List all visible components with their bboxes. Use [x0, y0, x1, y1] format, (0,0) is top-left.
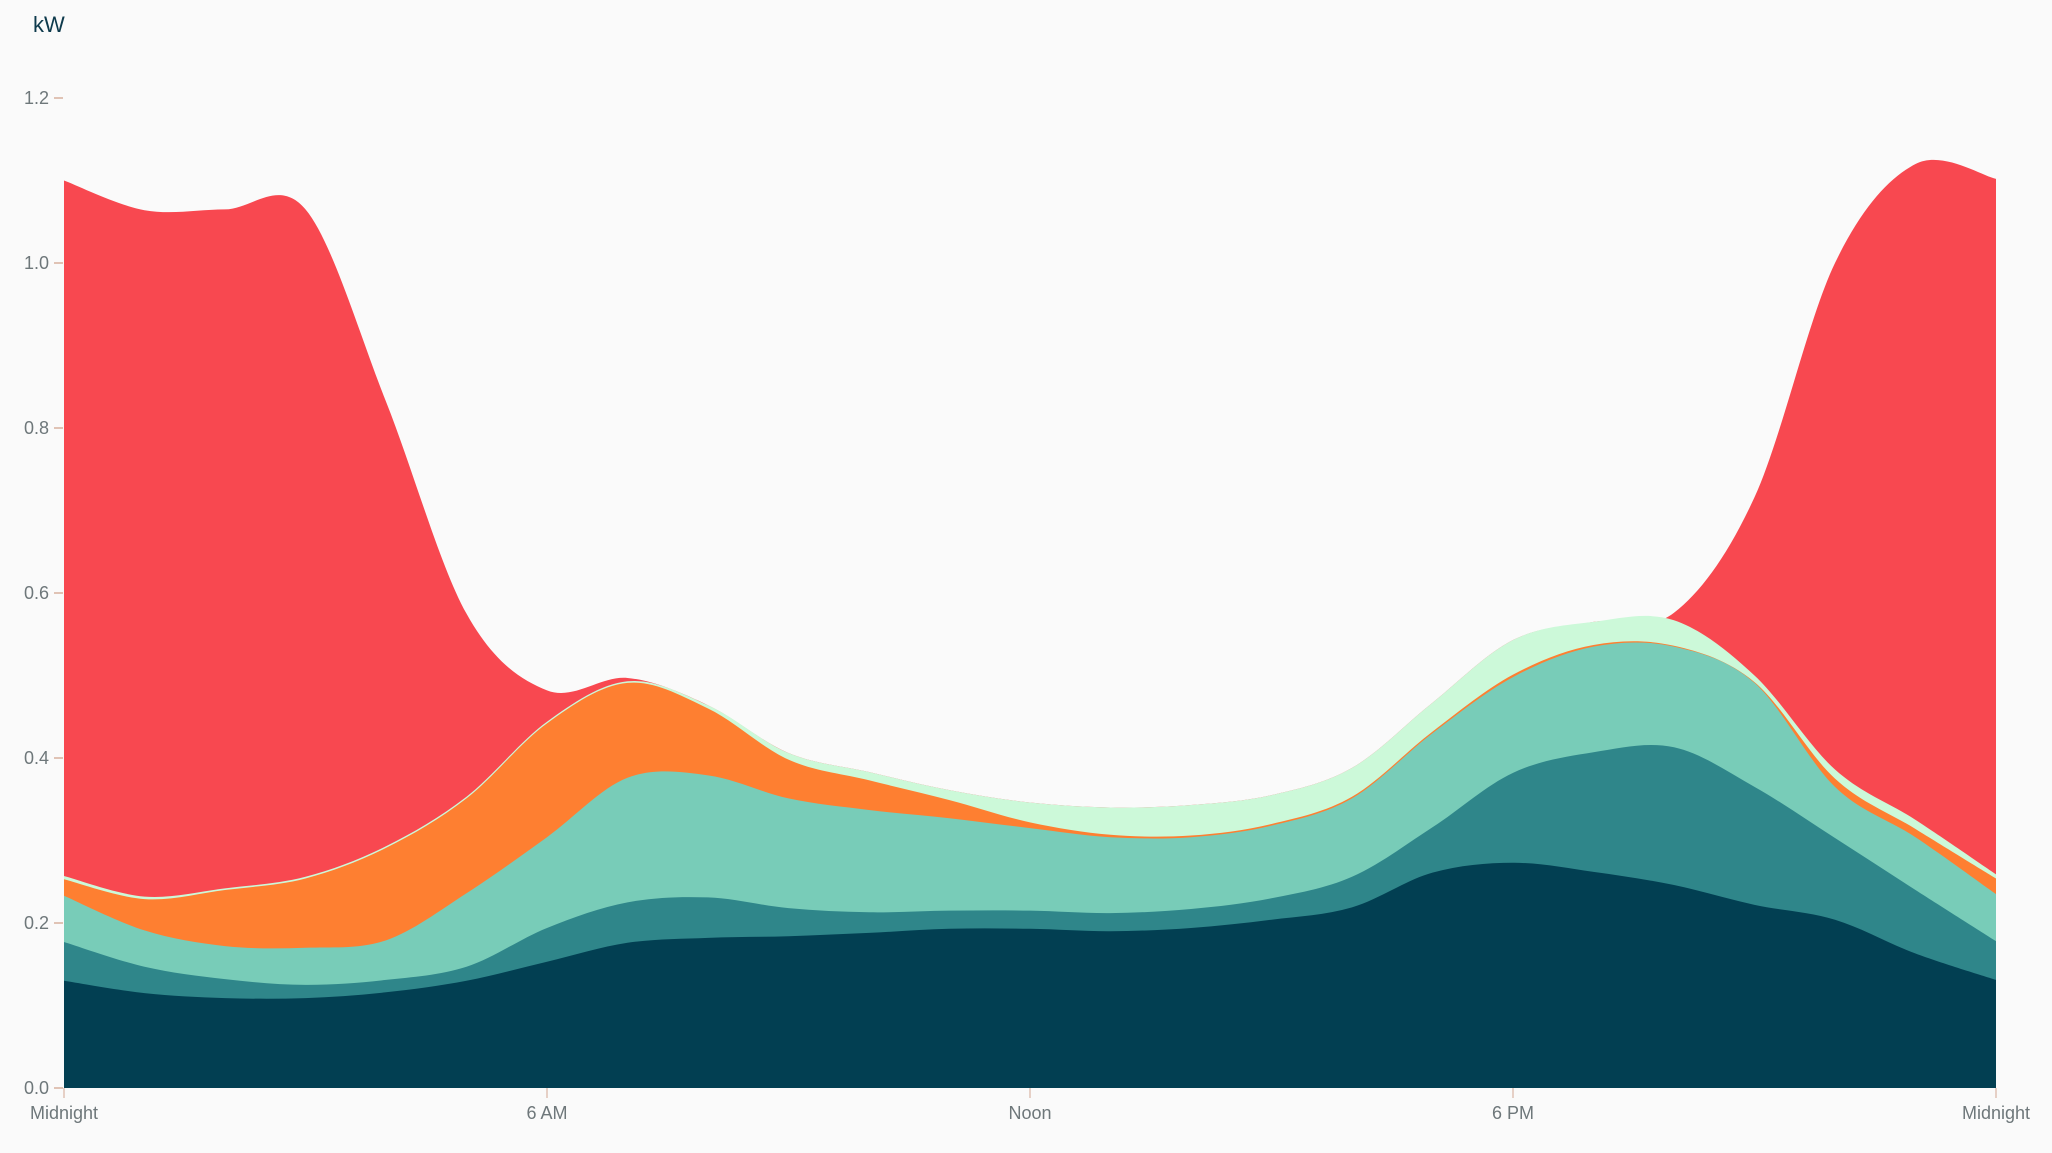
- y-tick-label: 0.4: [24, 748, 49, 768]
- y-tick-label: 0.2: [24, 913, 49, 933]
- y-tick-label: 1.0: [24, 253, 49, 273]
- area-layers: [64, 159, 1996, 1089]
- x-tick-label: Midnight: [1962, 1103, 2030, 1123]
- y-tick-label: 0.0: [24, 1078, 49, 1098]
- x-tick-label: 6 AM: [526, 1103, 567, 1123]
- y-axis: 0.0 0.2 0.4 0.6 0.8 1.0 1.2: [24, 88, 63, 1098]
- y-axis-unit-label: kW: [33, 12, 65, 37]
- y-tick-label: 1.2: [24, 88, 49, 108]
- area-layer-1: [64, 862, 1996, 1088]
- y-tick-label: 0.6: [24, 583, 49, 603]
- x-tick-label: Noon: [1008, 1103, 1051, 1123]
- x-tick-label: 6 PM: [1492, 1103, 1534, 1123]
- x-axis: Midnight 6 AM Noon 6 PM Midnight: [30, 1088, 2030, 1123]
- y-tick-label: 0.8: [24, 418, 49, 438]
- x-tick-label: Midnight: [30, 1103, 98, 1123]
